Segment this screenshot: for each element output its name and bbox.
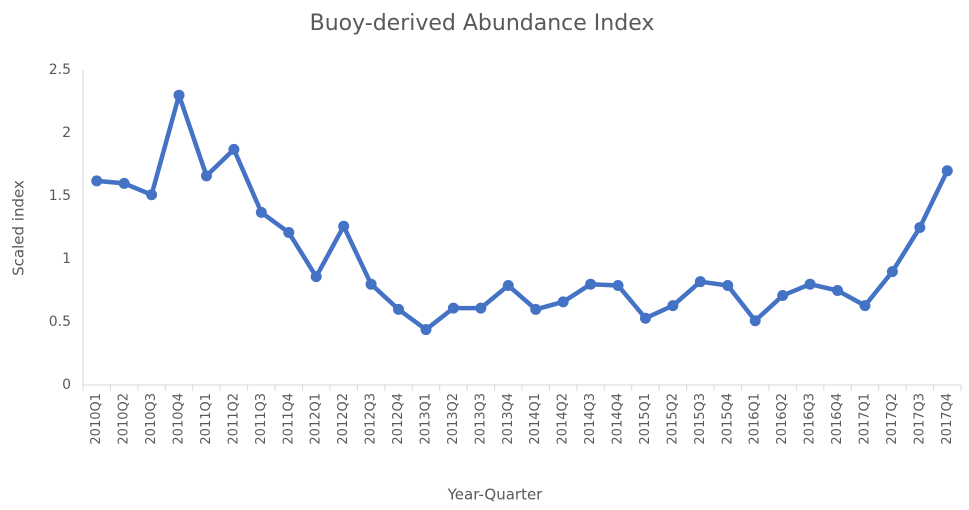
x-tick-label: 2010Q2 bbox=[117, 393, 132, 445]
data-point bbox=[255, 206, 267, 218]
data-point bbox=[941, 165, 953, 177]
x-tick-label: 2013Q3 bbox=[473, 393, 488, 445]
x-tick-label: 2015Q3 bbox=[693, 393, 708, 445]
data-point bbox=[338, 220, 350, 232]
data-point bbox=[859, 300, 871, 312]
data-point bbox=[804, 278, 816, 290]
x-tick-label: 2012Q3 bbox=[364, 393, 379, 445]
x-tick-label: 2014Q3 bbox=[583, 393, 598, 445]
data-point bbox=[639, 312, 651, 324]
data-point bbox=[475, 302, 487, 314]
data-point bbox=[502, 279, 514, 291]
data-point bbox=[722, 279, 734, 291]
x-tick-label: 2010Q4 bbox=[172, 393, 187, 445]
data-point bbox=[914, 222, 926, 233]
data-point bbox=[749, 315, 761, 327]
y-axis-label: Scaled index bbox=[10, 180, 28, 276]
x-axis-label: Year-Quarter bbox=[447, 486, 544, 504]
data-point bbox=[146, 189, 158, 201]
x-tick-label: 2012Q4 bbox=[391, 393, 406, 445]
x-tick-label: 2017Q2 bbox=[885, 393, 900, 445]
data-point bbox=[365, 278, 377, 290]
data-point bbox=[200, 170, 212, 182]
y-tick-label: 1 bbox=[62, 251, 71, 267]
data-point bbox=[173, 89, 185, 101]
x-tick-label: 2016Q1 bbox=[748, 393, 763, 445]
data-line bbox=[96, 92, 950, 332]
x-tick-label: 2013Q4 bbox=[501, 393, 516, 445]
x-tick-label: 2014Q2 bbox=[556, 393, 571, 445]
x-tick-label: 2014Q1 bbox=[528, 393, 543, 445]
x-tick-label: 2011Q4 bbox=[281, 393, 296, 445]
data-point bbox=[393, 303, 405, 315]
data-point bbox=[283, 227, 295, 239]
data-point bbox=[557, 296, 569, 308]
data-point bbox=[118, 177, 130, 189]
y-tick-label: 0.5 bbox=[49, 314, 71, 330]
data-point bbox=[420, 324, 432, 336]
y-tick-label: 1.5 bbox=[49, 188, 71, 204]
x-tick-label: 2016Q4 bbox=[830, 393, 845, 445]
data-point bbox=[886, 266, 898, 278]
data-point bbox=[694, 276, 706, 288]
data-point bbox=[310, 271, 322, 283]
x-tick-label: 2012Q2 bbox=[336, 393, 351, 445]
x-tick-label: 2016Q2 bbox=[775, 393, 790, 445]
data-point bbox=[530, 303, 542, 315]
x-tick-label: 2017Q3 bbox=[912, 393, 927, 445]
x-tick-label: 2011Q1 bbox=[199, 393, 214, 445]
x-tick-label: 2010Q1 bbox=[89, 393, 104, 445]
y-tick-label: 2.5 bbox=[49, 62, 71, 78]
data-point bbox=[832, 285, 844, 296]
x-tick-label: 2015Q2 bbox=[665, 393, 680, 445]
x-tick-label: 2017Q1 bbox=[857, 393, 872, 445]
chart-title: Buoy-derived Abundance Index bbox=[310, 11, 655, 36]
data-point bbox=[585, 278, 597, 290]
data-point bbox=[447, 302, 459, 314]
data-point bbox=[228, 143, 240, 155]
x-tick-label: 2013Q2 bbox=[446, 393, 461, 445]
x-tick-label: 2010Q3 bbox=[144, 393, 159, 445]
x-tick-label: 2014Q4 bbox=[611, 393, 626, 445]
data-point bbox=[612, 279, 624, 291]
x-tick-label: 2012Q1 bbox=[309, 393, 324, 445]
x-tick-label: 2016Q3 bbox=[803, 393, 818, 445]
x-tick-label: 2017Q4 bbox=[940, 393, 955, 445]
x-tick-label: 2011Q3 bbox=[254, 393, 269, 445]
y-tick-label: 0 bbox=[62, 377, 71, 393]
data-point bbox=[667, 300, 679, 312]
x-tick-label: 2011Q2 bbox=[226, 393, 241, 445]
data-point bbox=[91, 175, 103, 187]
x-tick-label: 2015Q4 bbox=[720, 393, 735, 445]
x-tick-label: 2013Q1 bbox=[418, 393, 433, 445]
x-tick-label: 2015Q1 bbox=[638, 393, 653, 445]
data-point bbox=[777, 290, 789, 302]
y-tick-label: 2 bbox=[62, 125, 71, 141]
